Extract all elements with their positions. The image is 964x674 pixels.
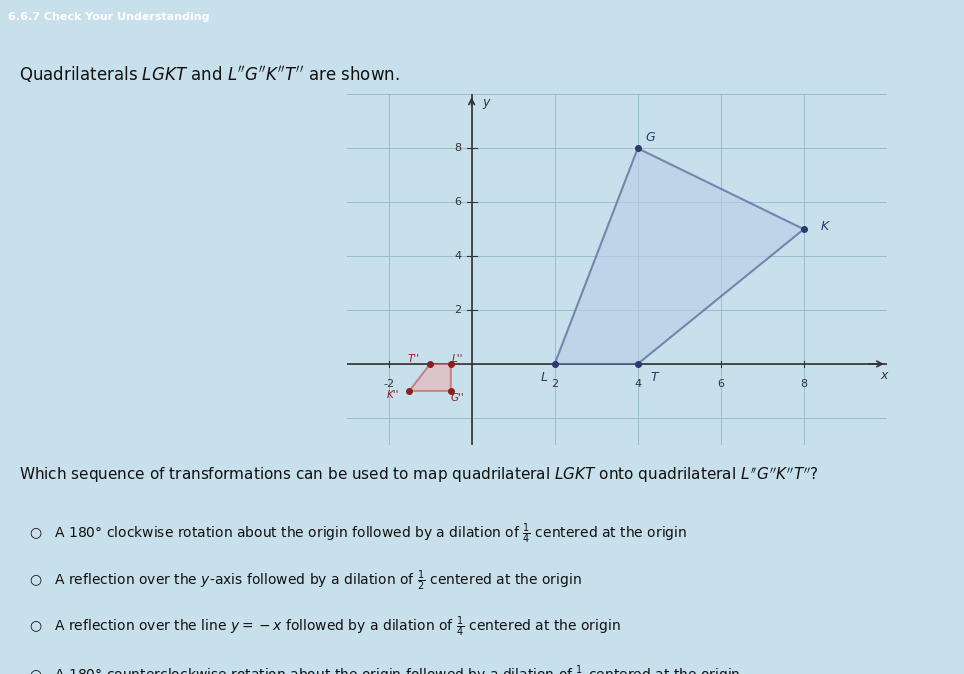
Text: 6: 6	[717, 379, 724, 389]
Text: $y$: $y$	[482, 97, 492, 111]
Text: T: T	[651, 371, 658, 384]
Text: 4: 4	[634, 379, 641, 389]
Text: ○   A 180° clockwise rotation about the origin followed by a dilation of $\frac{: ○ A 180° clockwise rotation about the or…	[29, 522, 686, 546]
Text: K: K	[820, 220, 829, 233]
Text: -2: -2	[383, 379, 394, 389]
Text: G'': G''	[450, 393, 464, 402]
Text: ○   A reflection over the $y$-axis followed by a dilation of $\frac{1}{2}$ cente: ○ A reflection over the $y$-axis followe…	[29, 569, 581, 593]
Text: G: G	[645, 131, 655, 144]
Polygon shape	[554, 148, 804, 364]
Text: 8: 8	[454, 144, 461, 153]
Text: L: L	[541, 371, 548, 384]
Text: $x$: $x$	[880, 369, 890, 381]
Text: 6: 6	[454, 197, 461, 207]
Text: L'': L''	[451, 354, 463, 363]
Text: ○   A reflection over the line $y = -x$ followed by a dilation of $\frac{1}{4}$ : ○ A reflection over the line $y = -x$ fo…	[29, 615, 620, 639]
Text: 2: 2	[454, 305, 461, 315]
Polygon shape	[410, 364, 451, 391]
Text: 2: 2	[551, 379, 558, 389]
Text: 4: 4	[454, 251, 461, 261]
Text: 8: 8	[800, 379, 808, 389]
Text: ○   A 180° counterclockwise rotation about the origin followed by a dilation of : ○ A 180° counterclockwise rotation about…	[29, 663, 740, 674]
Text: T'': T''	[408, 354, 419, 363]
Text: Quadrilaterals $LGKT$ and $L''G''K''T''$ are shown.: Quadrilaterals $LGKT$ and $L''G''K''T''$…	[19, 63, 400, 85]
Text: K'': K''	[387, 390, 399, 400]
Text: Which sequence of transformations can be used to map quadrilateral $LGKT$ onto q: Which sequence of transformations can be…	[19, 465, 819, 485]
Text: 6.6.7 Check Your Understanding: 6.6.7 Check Your Understanding	[8, 11, 209, 22]
